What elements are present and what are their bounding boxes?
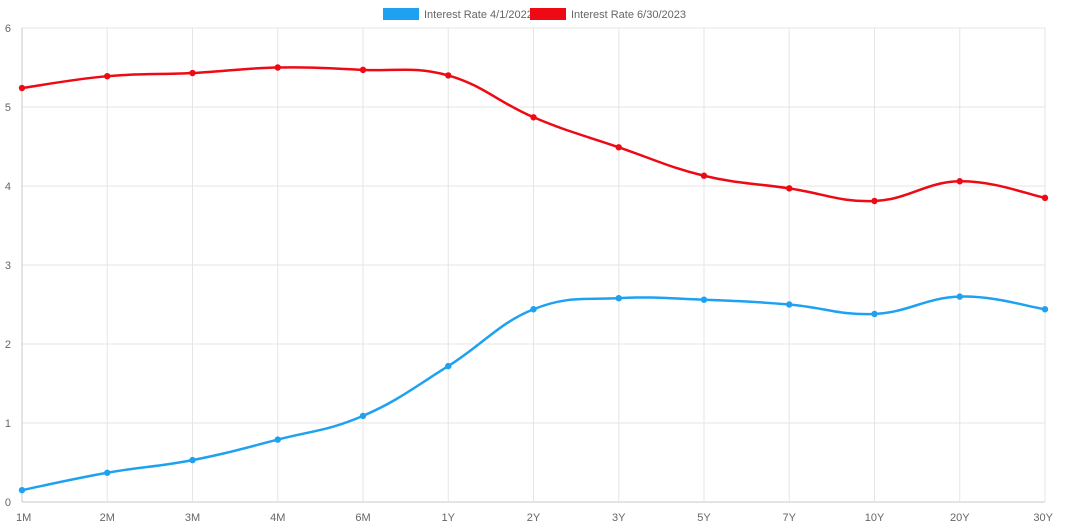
y-tick-label: 6 [5,23,11,35]
x-tick-label: 30Y [1033,512,1053,524]
data-point[interactable] [1041,194,1049,202]
legend-swatch-rate-2023[interactable] [530,8,566,20]
x-tick-label: 20Y [950,512,970,524]
data-point[interactable] [104,469,111,476]
data-point[interactable] [274,64,281,71]
x-tick-label: 4M [270,512,285,524]
data-point[interactable] [359,412,367,420]
data-point[interactable] [530,306,537,313]
y-tick-label: 4 [5,181,11,193]
data-point[interactable] [786,301,793,308]
data-point[interactable] [104,72,111,80]
y-tick-label: 5 [5,102,11,114]
data-point[interactable] [956,293,963,300]
x-tick-label: 7Y [783,512,797,524]
legend-label-rate-2022[interactable]: Interest Rate 4/1/2022 [424,9,533,21]
data-point[interactable] [615,294,622,302]
data-point[interactable] [445,362,452,370]
data-point[interactable] [18,84,26,92]
x-tick-label: 10Y [865,512,885,524]
data-point[interactable] [530,114,537,121]
x-tick-label: 2Y [527,512,541,524]
y-tick-label: 3 [5,260,11,272]
data-point[interactable] [18,486,26,494]
x-tick-label: 3M [185,512,200,524]
data-point[interactable] [871,197,878,205]
x-tick-label: 1Y [442,512,456,524]
x-tick-label: 1M [16,512,31,524]
y-tick-label: 2 [5,339,11,351]
y-tick-label: 1 [5,418,11,430]
data-point[interactable] [445,72,452,79]
data-point[interactable] [700,172,708,179]
data-point[interactable] [700,296,708,303]
legend-swatch-rate-2022[interactable] [383,8,419,20]
axes: 0 1 2 3 4 5 6 1M 2M 3M 4M 6M 1Y 2Y 3Y 5Y 7Y 10Y 20Y 30Y [5,23,1054,524]
series-lines [18,64,1049,494]
data-point[interactable] [359,66,367,74]
data-point[interactable] [1041,306,1049,313]
x-tick-label: 6M [355,512,370,524]
data-point[interactable] [956,178,963,185]
data-point[interactable] [189,69,196,77]
data-point[interactable] [189,456,196,464]
gridlines [21,27,1046,503]
x-tick-label: 3Y [612,512,626,524]
x-tick-label: 2M [100,512,115,524]
data-point[interactable] [871,310,878,318]
data-point[interactable] [274,436,281,443]
data-point[interactable] [615,144,622,151]
legend-label-rate-2023[interactable]: Interest Rate 6/30/2023 [571,9,686,21]
y-tick-label: 0 [5,497,11,509]
data-point[interactable] [786,185,793,192]
x-tick-label: 5Y [697,512,711,524]
legend: Interest Rate 4/1/2022 Interest Rate 6/3… [383,8,686,21]
